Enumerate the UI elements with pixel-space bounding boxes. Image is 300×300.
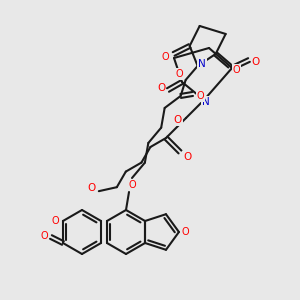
- Text: O: O: [88, 183, 96, 193]
- Text: O: O: [174, 115, 182, 125]
- Text: O: O: [51, 216, 59, 226]
- Text: N: N: [202, 97, 210, 107]
- Text: O: O: [197, 91, 205, 101]
- Text: O: O: [252, 57, 260, 67]
- Text: O: O: [181, 227, 189, 237]
- Text: O: O: [128, 180, 136, 190]
- Text: O: O: [40, 231, 48, 241]
- Text: O: O: [176, 69, 184, 79]
- Text: O: O: [162, 52, 170, 62]
- Text: N: N: [198, 59, 206, 69]
- Text: O: O: [157, 83, 165, 93]
- Text: O: O: [233, 65, 241, 75]
- Text: O: O: [183, 152, 191, 162]
